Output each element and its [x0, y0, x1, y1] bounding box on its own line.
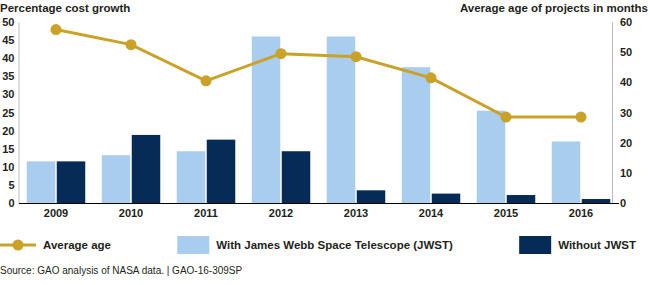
x-axis-line: [19, 203, 619, 204]
y2-tick-label: 40: [620, 76, 632, 88]
y-tick-label: 20: [2, 125, 14, 137]
bar: [207, 140, 236, 203]
bar: [357, 190, 386, 203]
y2-axis: 0 10 20 30 40 50 60: [612, 16, 632, 209]
y-tick-label: 45: [2, 34, 14, 46]
legend-label: Average age: [43, 239, 111, 251]
bar: [282, 151, 311, 203]
y-tick: 10: [2, 161, 18, 173]
y2-tick: 10: [612, 167, 632, 179]
y-axis-title: Percentage cost growth: [0, 2, 130, 14]
y-tick: 25: [2, 107, 18, 119]
line-marker: [276, 48, 287, 59]
x-tick-label: 2010: [119, 207, 143, 219]
chart: 0 5 10 15 20 25 30 35 40 45 50 0 10 20 30 40 50 60 2009 201…: [0, 0, 650, 285]
y-tick: 50: [2, 16, 18, 28]
bar: [57, 161, 86, 203]
legend-item: Without JWST: [519, 236, 636, 254]
line-marker: [501, 112, 512, 123]
x-tick-label: 2015: [494, 207, 518, 219]
y2-tick: 40: [612, 76, 632, 88]
y2-tick: 30: [612, 107, 632, 119]
legend: Average age With James Webb Space Telesco…: [0, 236, 636, 254]
y-tick: 15: [2, 143, 18, 155]
y2-tick-label: 30: [620, 107, 632, 119]
bar: [132, 135, 161, 203]
y-tick: 20: [2, 125, 18, 137]
bar: [432, 194, 461, 203]
bar: [327, 36, 356, 203]
y-tick-label: 15: [2, 143, 14, 155]
source-note: Source: GAO analysis of NASA data. | GAO…: [0, 265, 242, 276]
x-tick-label: 2012: [269, 207, 293, 219]
bar: [402, 67, 431, 203]
y-tick: 30: [2, 88, 18, 100]
line-marker: [426, 72, 437, 83]
line-marker: [126, 39, 137, 50]
y-tick-label: 25: [2, 107, 14, 119]
y2-tick-label: 10: [620, 167, 632, 179]
legend-label: With James Webb Space Telescope (JWST): [216, 239, 453, 251]
plot-area: [27, 24, 611, 203]
bar: [507, 195, 536, 203]
line-marker: [351, 51, 362, 62]
y2-axis-title: Average age of projects in months: [460, 2, 648, 14]
x-tick-label: 2009: [44, 207, 68, 219]
x-tick-label: 2016: [569, 207, 593, 219]
x-tick: 2016: [569, 203, 593, 219]
y2-tick-label: 50: [620, 46, 632, 58]
y2-axis-line: [612, 23, 613, 204]
y-tick-label: 0: [8, 197, 14, 209]
y-tick: 40: [2, 52, 18, 64]
x-tick-label: 2013: [344, 207, 368, 219]
y-tick-label: 5: [8, 179, 14, 191]
legend-symbol: [177, 236, 209, 254]
y2-tick-label: 20: [620, 137, 632, 149]
y2-tick: 50: [612, 46, 632, 58]
y-tick: 35: [2, 70, 18, 82]
y2-tick-label: 0: [620, 197, 626, 209]
y-axis-line: [19, 23, 20, 204]
y-tick-label: 50: [2, 16, 14, 28]
x-tick: 2009: [44, 203, 68, 219]
legend-symbol: [13, 240, 24, 251]
x-tick-label: 2011: [194, 207, 218, 219]
x-tick: 2012: [269, 203, 293, 219]
x-tick: 2011: [194, 203, 218, 219]
y-tick-label: 10: [2, 161, 14, 173]
y2-tick: 60: [612, 16, 632, 28]
x-axis: 2009 2010 2011 2012 2013 2014 2015 2016: [19, 203, 619, 219]
y2-tick: 20: [612, 137, 632, 149]
x-tick: 2013: [344, 203, 368, 219]
y-tick-label: 35: [2, 70, 14, 82]
y-tick-label: 30: [2, 88, 14, 100]
bar-series: [27, 36, 581, 203]
y-tick: 45: [2, 34, 18, 46]
bar: [552, 141, 581, 203]
legend-item: With James Webb Space Telescope (JWST): [177, 236, 453, 254]
legend-symbol: [519, 236, 551, 254]
y-axis: 0 5 10 15 20 25 30 35 40 45 50: [2, 16, 19, 209]
legend-item: Average age: [0, 239, 111, 251]
legend-label: Without JWST: [558, 239, 636, 251]
y-tick: 5: [8, 179, 18, 191]
bar: [177, 151, 206, 203]
line-marker: [201, 75, 212, 86]
line: [56, 30, 581, 117]
x-tick: 2010: [119, 203, 143, 219]
bar: [27, 161, 56, 203]
y2-tick-label: 60: [620, 16, 632, 28]
bar-series: [57, 135, 611, 203]
y-tick-label: 40: [2, 52, 14, 64]
bar: [582, 199, 611, 203]
line-marker: [576, 112, 587, 123]
x-tick: 2014: [419, 203, 444, 219]
y-tick: 0: [8, 197, 18, 209]
bar: [477, 111, 506, 203]
x-tick: 2015: [494, 203, 518, 219]
bar: [102, 155, 131, 203]
line-marker: [51, 24, 62, 35]
x-tick-label: 2014: [419, 207, 444, 219]
